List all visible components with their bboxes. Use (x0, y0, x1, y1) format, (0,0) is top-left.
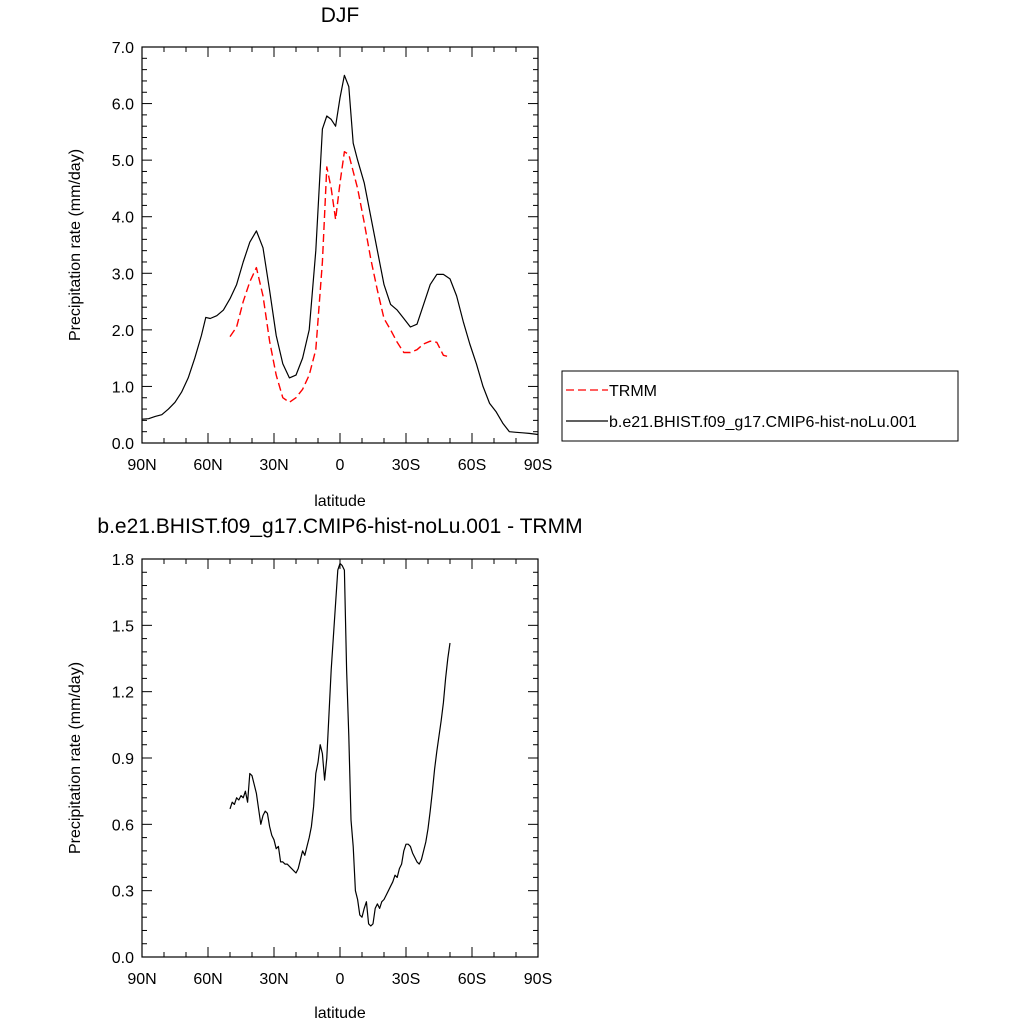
y-tick-label: 4.0 (112, 210, 134, 227)
y-tick-label: 1.0 (112, 379, 134, 396)
y-axis-label: Precipitation rate (mm/day) (67, 149, 84, 341)
x-tick-labels: 90N 60N 30N 0 30S 60S 90S (127, 457, 552, 474)
plot-frame (141, 558, 539, 958)
y-tick-label: 7.0 (112, 40, 134, 57)
y-tick-label: 0.0 (112, 950, 134, 967)
y-tick-label: 0.9 (112, 751, 134, 768)
y-tick-label: 0.6 (112, 817, 134, 834)
x-tick-labels: 90N 60N 30N 0 30S 60S 90S (127, 971, 552, 988)
y-tick-label: 3.0 (112, 266, 134, 283)
x-tick-label: 30N (259, 971, 288, 988)
y-tick-label: 2.0 (112, 323, 134, 340)
x-axis-label: latitude (314, 493, 366, 510)
plot-lines (229, 562, 451, 927)
x-tick-label: 60S (458, 971, 486, 988)
y-tick-labels: 0.0 0.3 0.6 0.9 1.2 1.5 1.8 (112, 552, 134, 967)
plot-lines (141, 74, 539, 436)
y-axis-label: Precipitation rate (mm/day) (67, 662, 84, 854)
panel-top: DJF 90N 60N 30N 0 30S 60S 90S 0.0 1.0 2.0 3.0 4.0 5… (67, 4, 959, 510)
y-tick-label: 1.8 (112, 552, 134, 569)
plot-frame (141, 46, 539, 444)
x-tick-label: 60S (458, 457, 486, 474)
x-tick-label: 60N (193, 971, 222, 988)
series-line-difference (229, 562, 451, 927)
y-tick-label: 0.0 (112, 436, 134, 453)
chart-title: b.e21.BHIST.f09_g17.CMIP6-hist-noLu.001 … (97, 515, 582, 538)
x-tick-label: 90S (524, 971, 552, 988)
y-tick-label: 1.2 (112, 685, 134, 702)
x-tick-label: 60N (193, 457, 222, 474)
x-tick-label: 30S (392, 971, 420, 988)
x-tick-label: 90S (524, 457, 552, 474)
x-tick-label: 30S (392, 457, 420, 474)
axis-ticks (141, 558, 539, 958)
x-tick-label: 90N (127, 457, 156, 474)
chart-title: DJF (321, 4, 360, 27)
axis-ticks (141, 46, 539, 444)
x-tick-label: 0 (336, 457, 345, 474)
y-tick-label: 1.5 (112, 618, 134, 635)
legend-label-trmm: TRMM (609, 383, 657, 400)
y-tick-labels: 0.0 1.0 2.0 3.0 4.0 5.0 6.0 7.0 (112, 40, 134, 453)
x-tick-label: 0 (336, 971, 345, 988)
x-tick-label: 30N (259, 457, 288, 474)
y-tick-label: 0.3 (112, 884, 134, 901)
series-line-trmm (229, 150, 451, 403)
legend-label-model: b.e21.BHIST.f09_g17.CMIP6-hist-noLu.001 (609, 414, 917, 431)
x-axis-label: latitude (314, 1005, 366, 1022)
legend-box (561, 370, 959, 442)
panel-bottom: b.e21.BHIST.f09_g17.CMIP6-hist-noLu.001 … (67, 515, 583, 1022)
legend: TRMM b.e21.BHIST.f09_g17.CMIP6-hist-noLu… (561, 370, 959, 442)
y-tick-label: 5.0 (112, 153, 134, 170)
series-line-b-e21-bhist-f09-g17-cmip6-hist-nolu-001 (141, 74, 539, 436)
x-tick-label: 90N (127, 971, 156, 988)
y-tick-label: 6.0 (112, 97, 134, 114)
